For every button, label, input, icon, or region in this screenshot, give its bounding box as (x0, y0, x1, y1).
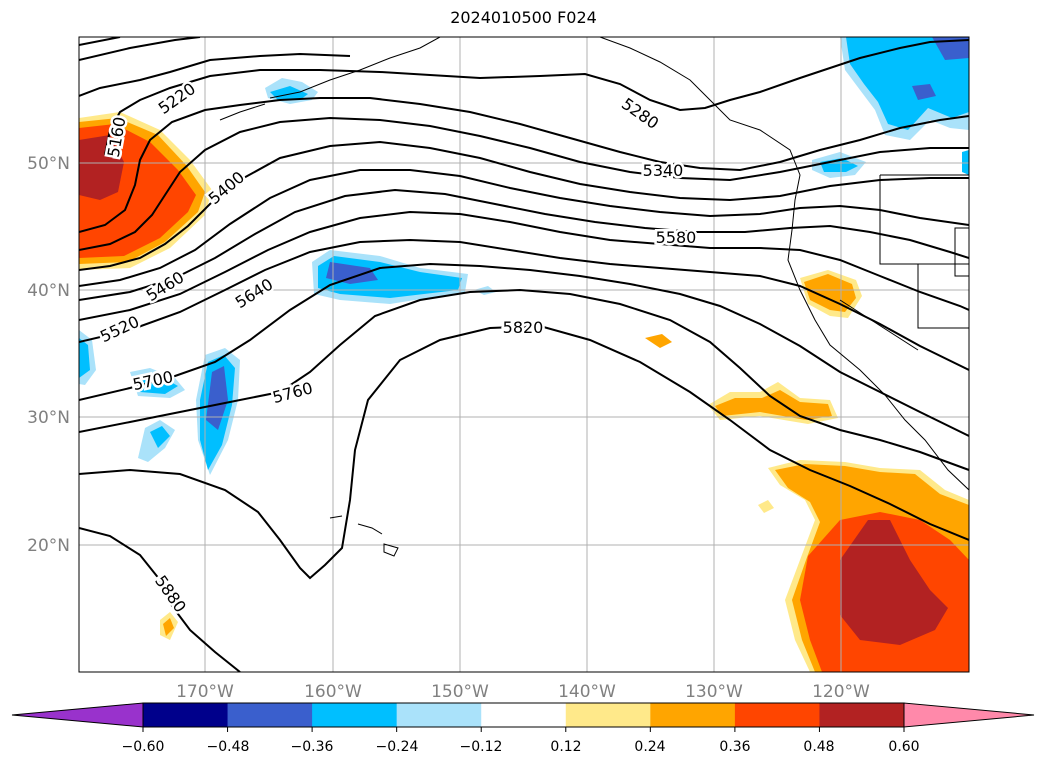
colorbar-tick-label: 0.48 (803, 739, 834, 755)
contour-label-5340: 5340 (643, 161, 684, 180)
colorbar-cell (481, 703, 567, 727)
colorbar-tick-label: −0.60 (122, 739, 165, 755)
height-contours (79, 37, 969, 672)
map-body (79, 37, 969, 672)
colorbar-frame (142, 702, 905, 728)
positive-anomaly-subtropical (160, 382, 838, 640)
negative-anomaly-canada (812, 37, 969, 178)
colorbar-cells (12, 703, 1034, 727)
lon-label: 170°W (176, 682, 234, 702)
colorbar-tick-label: −0.24 (376, 739, 419, 755)
positive-anomaly-mexico (768, 460, 969, 672)
coastlines (219, 37, 969, 557)
negative-anomaly-southwest (79, 330, 240, 475)
lat-label: 40°N (27, 281, 70, 301)
lat-label: 30°N (27, 408, 70, 428)
lon-label: 130°W (685, 682, 743, 702)
map-frame (78, 36, 970, 673)
lon-label: 140°W (558, 682, 616, 702)
colorbar-cell (819, 703, 905, 727)
colorbar-cell-under (12, 703, 143, 727)
colorbar-cell (227, 703, 313, 727)
colorbar-tick-label: 0.60 (888, 739, 919, 755)
colorbar-cell (650, 703, 736, 727)
lon-label: 160°W (304, 682, 362, 702)
colorbar-cell (396, 703, 482, 727)
colorbar-cell (734, 703, 820, 727)
lat-label: 50°N (27, 154, 70, 174)
lat-label: 20°N (27, 536, 70, 556)
contour-label-5580: 5580 (656, 228, 697, 247)
colorbar-cell (143, 703, 229, 727)
latitude-labels: 50°N 40°N 30°N 20°N (27, 154, 70, 556)
colorbar-cell (312, 703, 398, 727)
colorbar: −0.60 −0.48 −0.36 −0.24 −0.12 0.12 0.24 … (11, 702, 1035, 755)
colorbar-cell (565, 703, 651, 727)
colorbar-tick-label: −0.48 (207, 739, 250, 755)
colorbar-tick-label: 0.12 (550, 739, 581, 755)
colorbar-tick-labels: −0.60 −0.48 −0.36 −0.24 −0.12 0.12 0.24 … (122, 739, 920, 755)
colorbar-cell-over (904, 703, 1034, 727)
longitude-labels: 170°W 160°W 150°W 140°W 130°W 120°W (176, 682, 870, 702)
map-title: 2024010500 F024 (450, 8, 597, 27)
colorbar-tick-label: −0.36 (291, 739, 334, 755)
lon-label: 120°W (812, 682, 870, 702)
colorbar-tick-label: 0.24 (634, 739, 665, 755)
lon-label: 150°W (431, 682, 489, 702)
colorbar-tick-marks (142, 727, 905, 732)
positive-anomaly-northwest (79, 112, 212, 270)
colorbar-tick-label: 0.36 (719, 739, 750, 755)
colorbar-tick-label: −0.12 (460, 739, 503, 755)
contour-label-5820: 5820 (503, 318, 544, 337)
